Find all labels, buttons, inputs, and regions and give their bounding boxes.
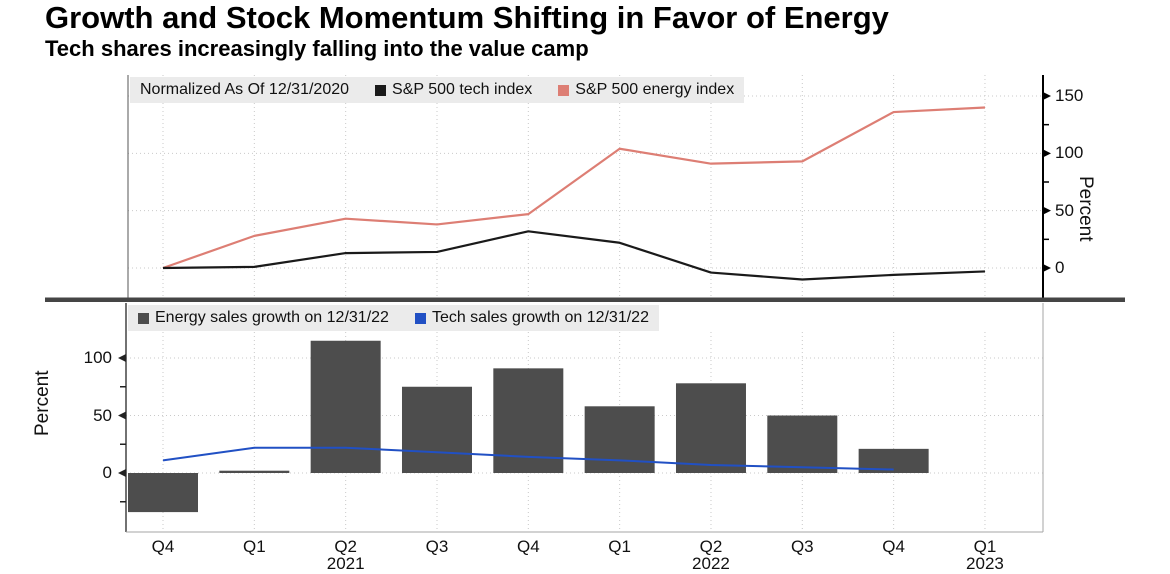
top-y-tick-100: 100 (1055, 143, 1097, 163)
top-chart-legend: Normalized As Of 12/31/2020 S&P 500 tech… (130, 77, 744, 103)
x-tick-3: Q3 (407, 538, 467, 556)
x-tick-5: Q1 (590, 538, 650, 556)
tech-sales-swatch-icon (415, 313, 426, 324)
normalization-note: Normalized As Of 12/31/2020 (140, 81, 349, 99)
bottom-y-tick-50: 50 (68, 406, 112, 426)
top-y-tick-0: 0 (1055, 258, 1097, 278)
bottom-y-tick-100: 100 (68, 348, 112, 368)
page-title: Growth and Stock Momentum Shifting in Fa… (45, 0, 889, 36)
legend-label-tech-index: S&P 500 tech index (392, 81, 532, 99)
x-year-2023: 2023 (950, 555, 1020, 573)
x-tick-0: Q4 (133, 538, 193, 556)
energy-index-swatch-icon (558, 85, 569, 96)
bottom-chart-y-axis-title: Percent (32, 406, 54, 436)
x-tick-4: Q4 (498, 538, 558, 556)
top-y-tick-150: 150 (1055, 86, 1097, 106)
top-y-tick-50: 50 (1055, 201, 1097, 221)
x-tick-8: Q4 (864, 538, 924, 556)
x-year-2022: 2022 (676, 555, 746, 573)
x-year-2021: 2021 (311, 555, 381, 573)
bottom-y-tick-0: 0 (68, 463, 112, 483)
x-tick-7: Q3 (772, 538, 832, 556)
energy-sales-swatch-icon (138, 313, 149, 324)
page-subtitle: Tech shares increasingly falling into th… (45, 36, 589, 62)
x-tick-1: Q1 (224, 538, 284, 556)
tech-index-swatch-icon (375, 85, 386, 96)
legend-label-energy-sales: Energy sales growth on 12/31/22 (155, 309, 389, 327)
legend-item-energy-index: S&P 500 energy index (558, 81, 734, 99)
legend-label-tech-sales: Tech sales growth on 12/31/22 (432, 309, 649, 327)
legend-item-energy-sales: Energy sales growth on 12/31/22 (138, 309, 389, 327)
legend-item-tech-index: S&P 500 tech index (375, 81, 532, 99)
bottom-chart-legend: Energy sales growth on 12/31/22 Tech sal… (128, 305, 659, 331)
chart-figure: Growth and Stock Momentum Shifting in Fa… (0, 0, 1170, 574)
legend-label-energy-index: S&P 500 energy index (575, 81, 734, 99)
legend-item-tech-sales: Tech sales growth on 12/31/22 (415, 309, 649, 327)
